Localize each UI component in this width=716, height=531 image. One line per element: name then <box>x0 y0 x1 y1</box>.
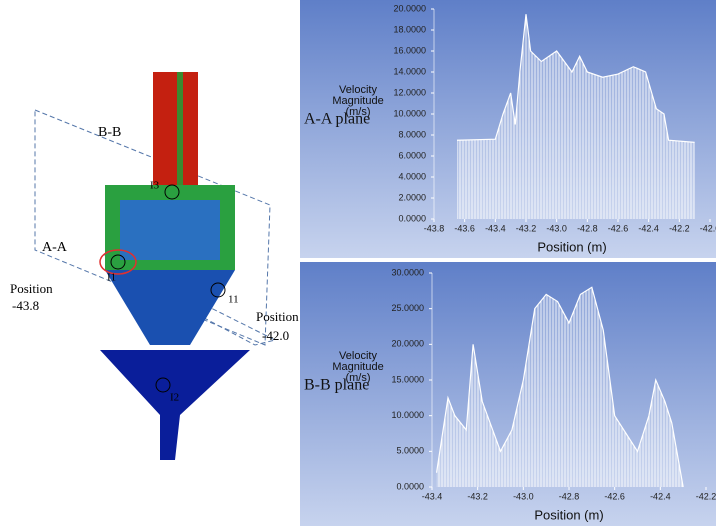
y-tick-label: 14.0000 <box>393 66 426 76</box>
x-tick-label: -42.8 <box>577 223 598 233</box>
y-tick-label: 30.0000 <box>391 267 424 277</box>
inlet <box>153 72 198 192</box>
x-tick-label: -43.2 <box>516 223 537 233</box>
position-label: -43.8 <box>12 298 39 313</box>
y-tick-label: 18.0000 <box>393 24 426 34</box>
x-tick-label: -43.0 <box>513 491 534 501</box>
y-tick-label: 0.0000 <box>398 213 426 223</box>
y-tick-label: 8.0000 <box>398 129 426 139</box>
x-tick-label: -42.4 <box>638 223 659 233</box>
x-tick-label: -42.2 <box>669 223 690 233</box>
outlet <box>100 350 250 460</box>
section-label: A-A <box>42 240 68 255</box>
marker-label: 11 <box>228 294 239 306</box>
y-tick-label: 16.0000 <box>393 45 426 55</box>
y-tick-label: 6.0000 <box>398 150 426 160</box>
marker-label: I2 <box>170 392 179 404</box>
x-tick-label: -42.4 <box>650 491 671 501</box>
x-tick-label: -43.4 <box>422 491 443 501</box>
plane-label: A-A plane <box>304 111 370 128</box>
x-tick-label: -43.6 <box>454 223 475 233</box>
x-tick-label: -43.2 <box>467 491 488 501</box>
section-label: B-B <box>98 125 121 140</box>
x-tick-label: -42.8 <box>559 491 580 501</box>
figure: B-B A-A Position -43.8 Position -42.0 I3… <box>0 0 716 526</box>
marker-label: I1 <box>107 272 116 284</box>
marker-label: I3 <box>150 180 160 192</box>
y-tick-label: 0.0000 <box>396 481 424 491</box>
y-tick-label: 25.0000 <box>391 303 424 313</box>
y-tick-label: 12.0000 <box>393 87 426 97</box>
x-tick-label: -43.4 <box>485 223 506 233</box>
y-tick-label: 4.0000 <box>398 171 426 181</box>
y-tick-label: 10.0000 <box>391 410 424 420</box>
y-tick-label: 5.0000 <box>396 446 424 456</box>
cfd-diagram: B-B A-A Position -43.8 Position -42.0 I3… <box>10 72 299 460</box>
y-tick-label: 2.0000 <box>398 192 426 202</box>
plane-label: B-B plane <box>304 377 369 394</box>
x-tick-label: -43.8 <box>424 223 445 233</box>
y-tick-label: 15.0000 <box>391 374 424 384</box>
x-tick-label: -42.6 <box>604 491 625 501</box>
x-tick-label: -42.6 <box>608 223 629 233</box>
position-label: -42.0 <box>262 328 289 343</box>
x-tick-label: -42.2 <box>696 491 716 501</box>
position-label: Position <box>256 309 299 324</box>
x-tick-label: -42.0 <box>700 223 716 233</box>
x-axis-label: Position (m) <box>534 507 603 522</box>
chamber-core <box>120 200 220 260</box>
x-axis-label: Position (m) <box>537 239 606 254</box>
cone <box>105 270 235 345</box>
charts: 0.0000 2.0000 4.0000 6.0000 8.0000 10.0000 12.… <box>300 0 716 526</box>
y-tick-label: 10.0000 <box>393 108 426 118</box>
y-tick-label: 20.0000 <box>393 3 426 13</box>
position-label: Position <box>10 281 53 296</box>
y-tick-label: 20.0000 <box>391 339 424 349</box>
x-tick-label: -43.0 <box>546 223 567 233</box>
